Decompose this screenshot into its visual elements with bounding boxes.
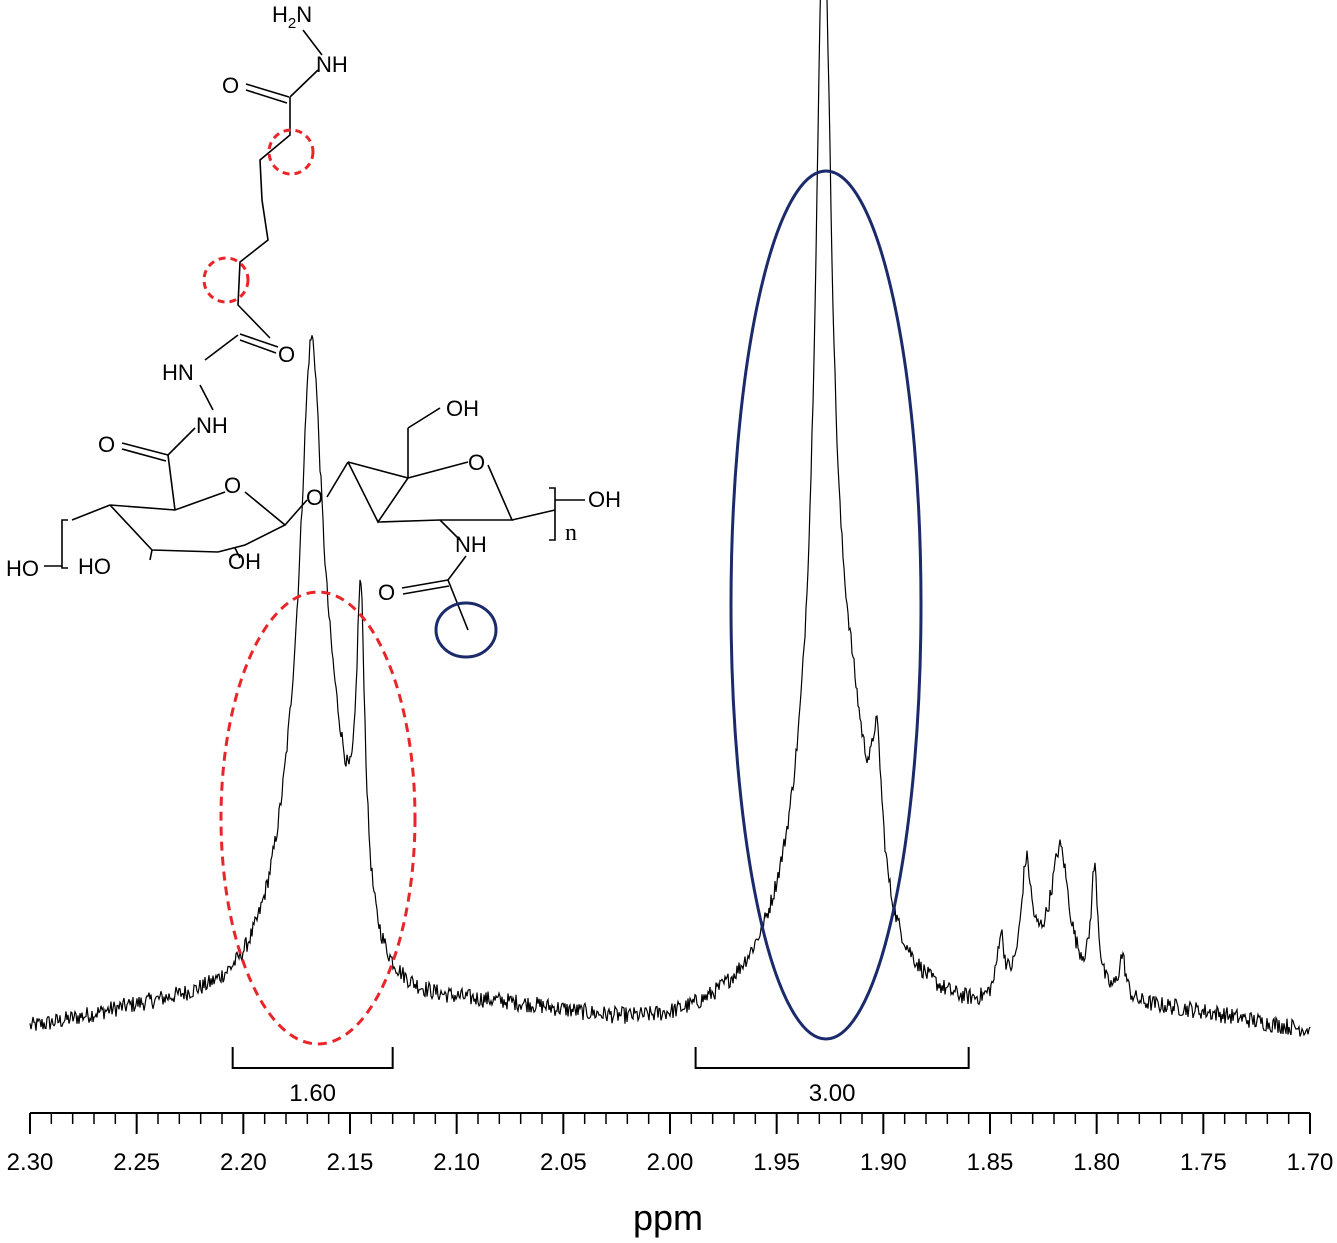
ho-ring-label: HO — [78, 554, 111, 579]
x-axis-title: ppm — [633, 1197, 703, 1238]
x-tick-label: 2.05 — [540, 1149, 587, 1176]
x-tick-label: 1.85 — [967, 1149, 1014, 1176]
spectrum-line — [29, 0, 1311, 1037]
n-repeat-label: n — [565, 520, 577, 546]
ho-left-label: HO — [6, 556, 39, 581]
x-tick-label: 1.90 — [860, 1149, 907, 1176]
oh-right-label: OH — [588, 487, 621, 512]
o-ring2-label: O — [468, 450, 485, 475]
x-tick-label: 2.15 — [327, 1149, 374, 1176]
x-tick-label: 1.75 — [1180, 1149, 1227, 1176]
oh-ch2-label: OH — [446, 396, 479, 421]
x-tick-label: 1.80 — [1073, 1149, 1120, 1176]
x-tick-label: 1.70 — [1287, 1149, 1334, 1176]
o-ring1-label: O — [224, 473, 241, 498]
oh-ring-label: OH — [228, 549, 261, 574]
x-tick-label: 2.00 — [647, 1149, 694, 1176]
x-tick-label: 1.95 — [753, 1149, 800, 1176]
o-mid-label: O — [278, 342, 295, 367]
integral-bracket — [694, 1047, 970, 1069]
x-tick-label: 2.20 — [220, 1149, 267, 1176]
o-top-label: O — [222, 73, 239, 98]
x-tick-label: 2.25 — [113, 1149, 160, 1176]
navy-marker-circle — [434, 601, 498, 659]
o-acetyl-label: O — [378, 580, 395, 605]
chemical-structure: H2N NH O O HN NH O O HO OH HO — [6, 2, 621, 659]
red-marker-circle-top — [267, 128, 315, 176]
integral-label: 3.00 — [809, 1080, 856, 1107]
nh-mid-label: NH — [196, 413, 228, 438]
integral-bracket — [231, 1047, 394, 1069]
o-glyco-label: O — [306, 485, 323, 510]
navy-peak-ellipse — [729, 169, 923, 1041]
red-peak-ellipse — [219, 590, 417, 1046]
o-ring-carbonyl-label: O — [98, 432, 115, 457]
nh-amide-label: NH — [455, 532, 487, 557]
x-axis: 2.30 2.25 2.20 2.15 2.10 2.05 2.00 1.95 1.90 1.85… — [7, 1112, 1334, 1176]
integrals: 1.60 3.00 — [231, 1047, 970, 1107]
hn-mid-label: HN — [162, 360, 194, 385]
nh-top-label: NH — [316, 52, 348, 77]
x-tick-label: 2.30 — [7, 1149, 54, 1176]
h2n-label: H2N — [272, 2, 312, 32]
x-tick-label: 2.10 — [433, 1149, 480, 1176]
integral-label: 1.60 — [289, 1080, 336, 1107]
red-marker-circle-bottom — [202, 256, 250, 304]
